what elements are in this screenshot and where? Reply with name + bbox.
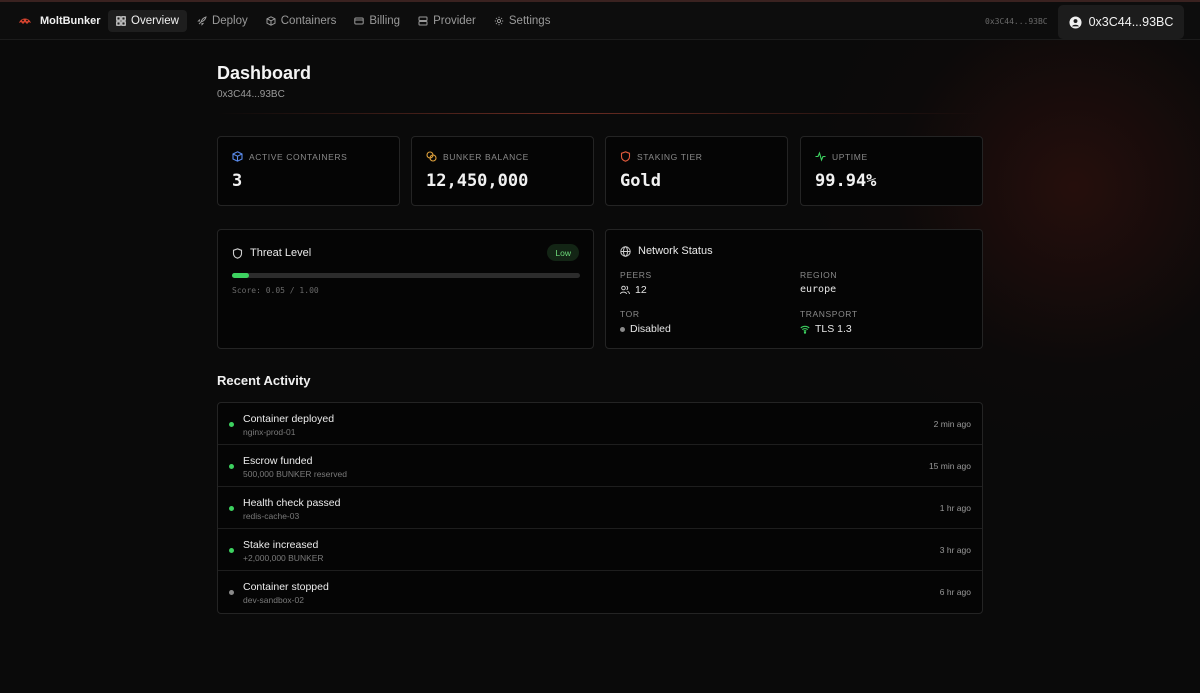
wallet-button[interactable]: 0x3C44...93BC [1058, 5, 1184, 39]
rocket-icon [197, 15, 207, 26]
globe-icon [620, 245, 631, 257]
user-circle-icon [1069, 15, 1082, 29]
page-title: Dashboard [217, 63, 312, 83]
activity-row[interactable]: Stake increased +2,000,000 BUNKER 3 hr a… [218, 529, 982, 571]
tor-label: TOR [620, 309, 640, 319]
stat-card-active-containers: ACTIVE CONTAINERS 3 [217, 136, 400, 206]
stat-card-staking-tier: STAKING TIER Gold [605, 136, 788, 206]
transport-label: TRANSPORT [800, 309, 858, 319]
card-icon [354, 17, 365, 24]
shield-icon [232, 247, 243, 259]
peers-value: 12 [635, 284, 647, 296]
activity-row[interactable]: Container stopped dev-sandbox-02 6 hr ag… [218, 571, 982, 613]
threat-progress-bar [232, 273, 580, 278]
brand[interactable]: MoltBunker [18, 15, 108, 27]
logo-icon [19, 18, 31, 24]
nav-provider[interactable]: Provider [410, 10, 484, 32]
app-name: MoltBunker [40, 14, 101, 27]
nav-overview[interactable]: Overview [108, 9, 187, 32]
stat-label: UPTIME [832, 151, 868, 162]
activity-title: Container deployed [243, 413, 335, 425]
users-icon [620, 285, 630, 295]
activity-time: 15 min ago [928, 461, 971, 471]
nav-deploy[interactable]: Deploy [189, 10, 256, 32]
page-subtitle: 0x3C44...93BC [217, 89, 285, 100]
stat-value: Gold [620, 171, 661, 191]
activity-subtitle: 500,000 BUNKER reserved [243, 469, 347, 479]
activity-subtitle: nginx-prod-01 [243, 427, 296, 437]
main-nav: Overview Deploy Containers Billing Provi… [108, 9, 560, 32]
activity-row[interactable]: Escrow funded 500,000 BUNKER reserved 15… [218, 445, 982, 487]
coins-icon [426, 151, 437, 162]
threat-progress-fill [232, 273, 250, 278]
activity-title: Container stopped [243, 581, 329, 593]
threat-title: Threat Level [250, 247, 312, 259]
activity-list: Container deployed nginx-prod-01 2 min a… [217, 402, 983, 614]
stat-value: 99.94% [815, 171, 877, 191]
activity-subtitle: dev-sandbox-02 [243, 595, 304, 605]
tor-status-dot [620, 326, 625, 332]
nav-deploy-label: Deploy [211, 14, 248, 27]
wallet-address-small: 0x3C44...93BC [985, 17, 1048, 26]
activity-time: 1 hr ago [939, 503, 971, 513]
nav-containers-label: Containers [280, 14, 337, 27]
activity-row[interactable]: Container deployed nginx-prod-01 2 min a… [218, 403, 982, 445]
wallet-button-label: 0x3C44...93BC [1088, 15, 1174, 29]
stat-value: 12,450,000 [426, 171, 529, 191]
nav-billing-label: Billing [369, 14, 401, 27]
top-bar: MoltBunker Overview Deploy Containers Bi… [0, 0, 1200, 40]
status-dot [229, 590, 234, 595]
gear-icon [494, 16, 504, 25]
activity-time: 6 hr ago [939, 587, 971, 597]
status-dot [229, 422, 234, 427]
tor-value: Disabled [630, 323, 671, 335]
server-icon [418, 16, 428, 25]
nav-billing[interactable]: Billing [346, 10, 408, 32]
shield-icon [620, 151, 631, 162]
activity-time: 3 hr ago [939, 545, 971, 555]
nav-settings-label: Settings [508, 14, 551, 27]
transport-value: TLS 1.3 [815, 323, 852, 335]
status-dot [229, 464, 234, 469]
box-icon [266, 15, 276, 26]
activity-title: Escrow funded [243, 455, 313, 467]
activity-time: 2 min ago [933, 419, 971, 429]
wifi-icon [800, 325, 810, 334]
peers-label: PEERS [620, 270, 652, 280]
stat-label: BUNKER BALANCE [443, 151, 529, 162]
stat-card-uptime: UPTIME 99.94% [800, 136, 983, 206]
stat-card-bunker-balance: BUNKER BALANCE 12,450,000 [411, 136, 594, 206]
status-dot [229, 548, 234, 553]
activity-icon [815, 151, 826, 162]
activity-subtitle: redis-cache-03 [243, 511, 300, 521]
threat-level-panel: Threat Level Low Score: 0.05 / 1.00 [217, 229, 594, 349]
status-dot [229, 506, 234, 511]
region-value: europe [800, 284, 837, 295]
stat-label: STAKING TIER [637, 151, 703, 162]
activity-title: Stake increased [243, 539, 319, 551]
grid-icon [116, 15, 126, 26]
stat-value: 3 [232, 171, 243, 191]
network-title: Network Status [638, 245, 713, 257]
header-divider [217, 113, 983, 114]
nav-settings[interactable]: Settings [486, 10, 559, 32]
threat-badge: Low [547, 244, 579, 261]
nav-provider-label: Provider [433, 14, 476, 27]
activity-row[interactable]: Health check passed redis-cache-03 1 hr … [218, 487, 982, 529]
activity-title: Health check passed [243, 497, 341, 509]
threat-score: Score: 0.05 / 1.00 [232, 286, 319, 295]
recent-activity-title: Recent Activity [217, 373, 311, 388]
activity-subtitle: +2,000,000 BUNKER [243, 553, 324, 563]
nav-overview-label: Overview [131, 14, 179, 27]
nav-containers[interactable]: Containers [258, 10, 345, 32]
network-status-panel: Network Status PEERS 12 REGION europe TO… [605, 229, 983, 349]
region-label: REGION [800, 270, 838, 280]
stat-label: ACTIVE CONTAINERS [249, 151, 348, 162]
cube-icon [232, 151, 243, 162]
